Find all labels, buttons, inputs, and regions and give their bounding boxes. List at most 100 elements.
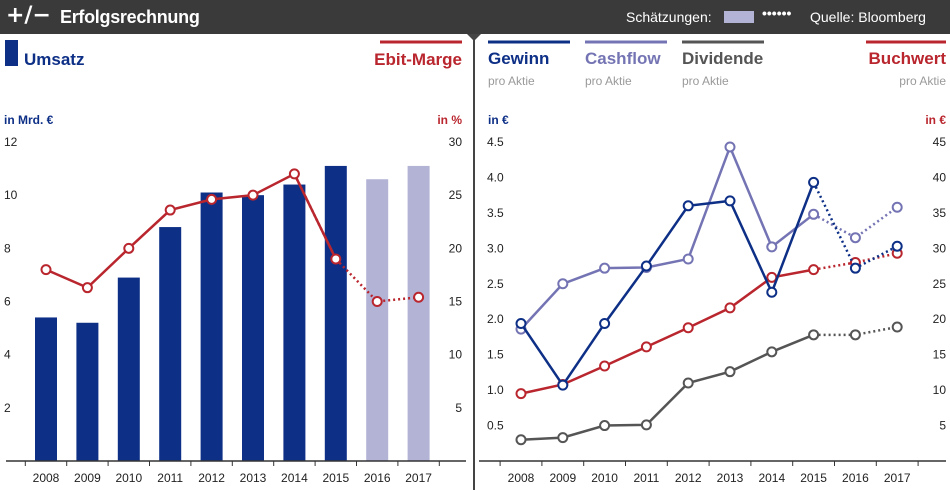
x-tick-label: 2011 [633, 471, 659, 485]
dividende-point [891, 321, 903, 333]
left-y-tick-label: 1.0 [487, 383, 504, 397]
buchwert-estimate-line [813, 252, 898, 271]
umsatz-bar [35, 317, 57, 461]
cashflow-point [766, 241, 778, 253]
right-y-tick-label: 45 [933, 135, 947, 149]
cashflow-point [599, 262, 611, 274]
divider-notch [467, 34, 481, 41]
cashflow-point [557, 278, 569, 290]
buchwert-point [682, 322, 694, 334]
cashflow-point [891, 201, 903, 213]
gewinn-point [808, 176, 820, 188]
right-y-tick-label: 35 [933, 206, 947, 220]
dividende-line [520, 333, 815, 441]
dividende-point [682, 377, 694, 389]
right-y-tick-label: 10 [933, 383, 947, 397]
dividende-point [515, 434, 527, 446]
right-y-tick-label: 5 [939, 419, 946, 433]
x-tick-label: 2008 [33, 471, 60, 485]
umsatz-bar [159, 227, 182, 461]
umsatz-bar [117, 277, 140, 461]
right-y-tick-label: 20 [449, 241, 463, 255]
cashflow-point [724, 141, 736, 153]
left-y-tick-label: 2 [4, 401, 11, 415]
right-y-tick-label: 10 [449, 348, 463, 362]
plus-minus-icon[interactable]: +/− [6, 3, 51, 28]
left-y-tick-label: 0.5 [487, 419, 504, 433]
legend-sub: pro Aktie [585, 74, 632, 88]
ebit-legend-label: Ebit-Marge [374, 50, 462, 69]
legend-sub: pro Aktie [899, 74, 946, 88]
gewinn-point [682, 200, 694, 212]
buchwert-point [599, 360, 611, 372]
ebit-margin-point [413, 291, 425, 303]
cashflow-estimate-line [812, 206, 898, 240]
source-label: Quelle: Bloomberg [810, 9, 926, 25]
right-y-tick-label: 25 [933, 277, 947, 291]
legend-sub: pro Aktie [682, 74, 729, 88]
left-y-tick-label: 4.5 [487, 135, 504, 149]
left-y-tick-label: 2.5 [487, 277, 504, 291]
right-y-tick-label: 5 [455, 401, 462, 415]
x-tick-label: 2011 [157, 471, 183, 485]
x-tick-label: 2012 [198, 471, 225, 485]
left-y-tick-label: 4.0 [487, 170, 504, 184]
gewinn-point [724, 195, 736, 207]
x-tick-label: 2009 [74, 471, 101, 485]
cashflow-line [520, 143, 815, 330]
x-tick-label: 2017 [884, 471, 911, 485]
left-y-tick-label: 12 [4, 135, 18, 149]
umsatz-bar [76, 322, 99, 461]
ebit-margin-point [164, 204, 176, 216]
ebit-margin-point [40, 264, 52, 276]
dividende-point [724, 366, 736, 378]
gewinn-estimate-line [812, 181, 898, 270]
right-y-tick-label: 15 [933, 348, 947, 362]
umsatz-bar [366, 179, 389, 461]
dividende-point [849, 329, 861, 341]
left-y-tick-label: 1.5 [487, 348, 504, 362]
ebit-margin-line [45, 172, 337, 290]
buchwert-point [515, 388, 527, 400]
left-y-tick-label: 2.0 [487, 312, 504, 326]
x-tick-label: 2010 [115, 471, 142, 485]
gewinn-point [515, 317, 527, 329]
gewinn-point [891, 240, 903, 252]
ebit-margin-point [123, 242, 135, 254]
left-y-tick-label: 10 [4, 188, 18, 202]
x-tick-label: 2014 [281, 471, 308, 485]
gewinn-point [599, 317, 611, 329]
ebit-margin-point [206, 193, 218, 205]
right-y-tick-label: 25 [449, 188, 463, 202]
right-y-tick-label: 40 [933, 170, 947, 184]
left-axis-unit: in Mrd. € [4, 113, 54, 127]
legend-name: Buchwert [869, 49, 947, 68]
x-tick-label: 2014 [758, 471, 785, 485]
dividende-point [766, 346, 778, 358]
page-title: Erfolgsrechnung [60, 7, 200, 27]
estimates-label: Schätzungen: [626, 9, 712, 25]
umsatz-legend-label: Umsatz [24, 50, 84, 69]
left-y-tick-label: 3.0 [487, 241, 504, 255]
x-tick-label: 2013 [717, 471, 744, 485]
x-tick-label: 2012 [675, 471, 702, 485]
left-y-tick-label: 3.5 [487, 206, 504, 220]
legend-name: Gewinn [488, 49, 549, 68]
x-tick-label: 2010 [591, 471, 618, 485]
dividende-point [557, 432, 569, 444]
dividende-point [808, 329, 820, 341]
x-tick-label: 2009 [549, 471, 576, 485]
panel-divider [473, 34, 475, 490]
left-axis-unit: in € [488, 113, 509, 127]
ebit-margin-point [330, 253, 342, 265]
cashflow-point [682, 253, 694, 265]
buchwert-line [520, 268, 814, 395]
x-tick-label: 2017 [405, 471, 432, 485]
ebit-margin-point [81, 282, 93, 294]
buchwert-point [808, 264, 820, 276]
revenue-margin-chart: Umsatz Ebit-Marge in Mrd. € in % 2 4 6 8 10 12 5 10… [4, 40, 466, 485]
ebit-margin-point [288, 168, 300, 180]
right-y-tick-label: 30 [449, 135, 463, 149]
right-axis-unit: in % [437, 113, 462, 127]
